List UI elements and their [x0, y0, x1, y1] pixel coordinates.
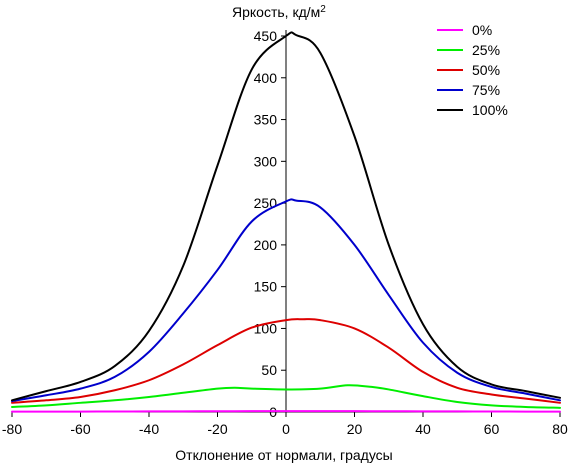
legend-label-0: 0% — [472, 22, 492, 38]
x-tick-label: -60 — [70, 421, 90, 437]
series-layer — [11, 31, 561, 413]
series-line-4 — [11, 31, 561, 402]
x-axis-label: Отклонение от нормали, градусы — [175, 447, 392, 463]
legend-label-1: 25% — [472, 42, 500, 58]
y-axis-label-superscript: 2 — [320, 4, 326, 15]
x-tick-label: -20 — [207, 421, 227, 437]
x-tick-label: 60 — [484, 421, 500, 437]
y-tick-label: 300 — [254, 153, 278, 169]
y-tick-label: 350 — [254, 112, 278, 128]
y-axis-label: Яркость, кд/м2 — [232, 4, 326, 20]
y-tick-label: 200 — [254, 237, 278, 253]
series-line-3 — [11, 198, 561, 403]
x-tick-label: 20 — [347, 421, 363, 437]
x-tick-label: -40 — [139, 421, 159, 437]
series-line-1 — [11, 384, 561, 409]
y-tick-label: 50 — [261, 362, 277, 378]
legend-label-4: 100% — [472, 102, 508, 118]
axes: -80 -60 -40 -20 0 20 40 60 800501001502002503003… — [2, 28, 568, 437]
y-tick-label: 150 — [254, 279, 278, 295]
series-line-2 — [11, 318, 561, 404]
legend: 0% 25% 50% 75% 100% — [437, 22, 508, 118]
legend-label-3: 75% — [472, 82, 500, 98]
y-tick-label: 250 — [254, 195, 278, 211]
x-tick-label: 0 — [282, 421, 290, 437]
x-tick-label: 80 — [552, 421, 568, 437]
x-tick-label: 40 — [415, 421, 431, 437]
y-tick-label: 400 — [254, 70, 278, 86]
y-tick-label: 450 — [254, 28, 278, 44]
legend-label-2: 50% — [472, 62, 500, 78]
x-tick-label: -80 — [2, 421, 22, 437]
